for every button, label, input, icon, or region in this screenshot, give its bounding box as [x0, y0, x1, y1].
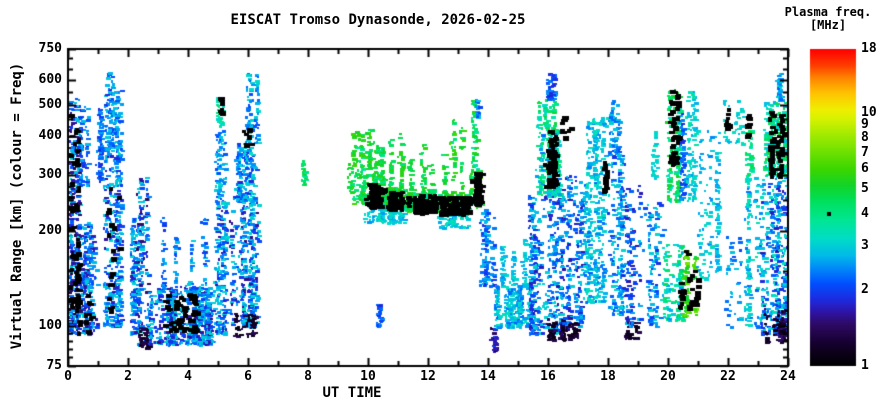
plot-title: EISCAT Tromso Dynasonde, 2026-02-25	[230, 12, 526, 28]
colorbar-tick-label-7: 7	[861, 144, 869, 160]
colorbar-tick-label-8: 8	[861, 129, 869, 145]
y-tick-label-750: 750	[38, 41, 62, 56]
colorbar-tick-label-2: 2	[861, 281, 869, 297]
colorbar-tick-label-3: 3	[861, 237, 869, 253]
x-axis-label: UT TIME	[322, 385, 382, 401]
x-tick-label-6: 6	[244, 369, 252, 384]
colorbar-tick-label-1: 1	[861, 358, 869, 373]
x-tick-label-22: 22	[720, 369, 736, 384]
y-tick-label-75: 75	[46, 358, 62, 373]
x-tick-label-4: 4	[184, 369, 192, 384]
colorbar-title: Plasma freq.	[784, 5, 872, 19]
x-tick-label-18: 18	[600, 369, 616, 384]
y-tick-label-400: 400	[38, 127, 62, 143]
x-tick-label-10: 10	[360, 369, 376, 384]
x-tick-label-2: 2	[124, 369, 132, 384]
y-tick-label-600: 600	[38, 71, 62, 87]
colorbar-tick-label-4: 4	[861, 205, 869, 221]
colorbar-tick-label-9: 9	[861, 117, 869, 133]
y-tick-label-300: 300	[38, 167, 62, 183]
y-tick-label-200: 200	[38, 222, 62, 238]
y-tick-label-500: 500	[38, 96, 62, 112]
x-tick-label-16: 16	[540, 369, 556, 384]
x-tick-label-24: 24	[780, 369, 796, 384]
x-tick-label-12: 12	[420, 369, 436, 384]
x-tick-label-8: 8	[304, 369, 312, 384]
colorbar-tick-label-18: 18	[861, 41, 877, 56]
colorbar-tick-label-6: 6	[861, 161, 869, 177]
x-tick-label-14: 14	[480, 369, 496, 384]
colorbar-units: [MHz]	[809, 18, 847, 32]
colorbar-tick-label-10: 10	[861, 105, 877, 121]
colorbar-tick-label-5: 5	[861, 181, 869, 197]
y-tick-label-100: 100	[38, 318, 62, 334]
x-tick-label-20: 20	[660, 369, 676, 384]
x-tick-label-0: 0	[64, 369, 72, 384]
